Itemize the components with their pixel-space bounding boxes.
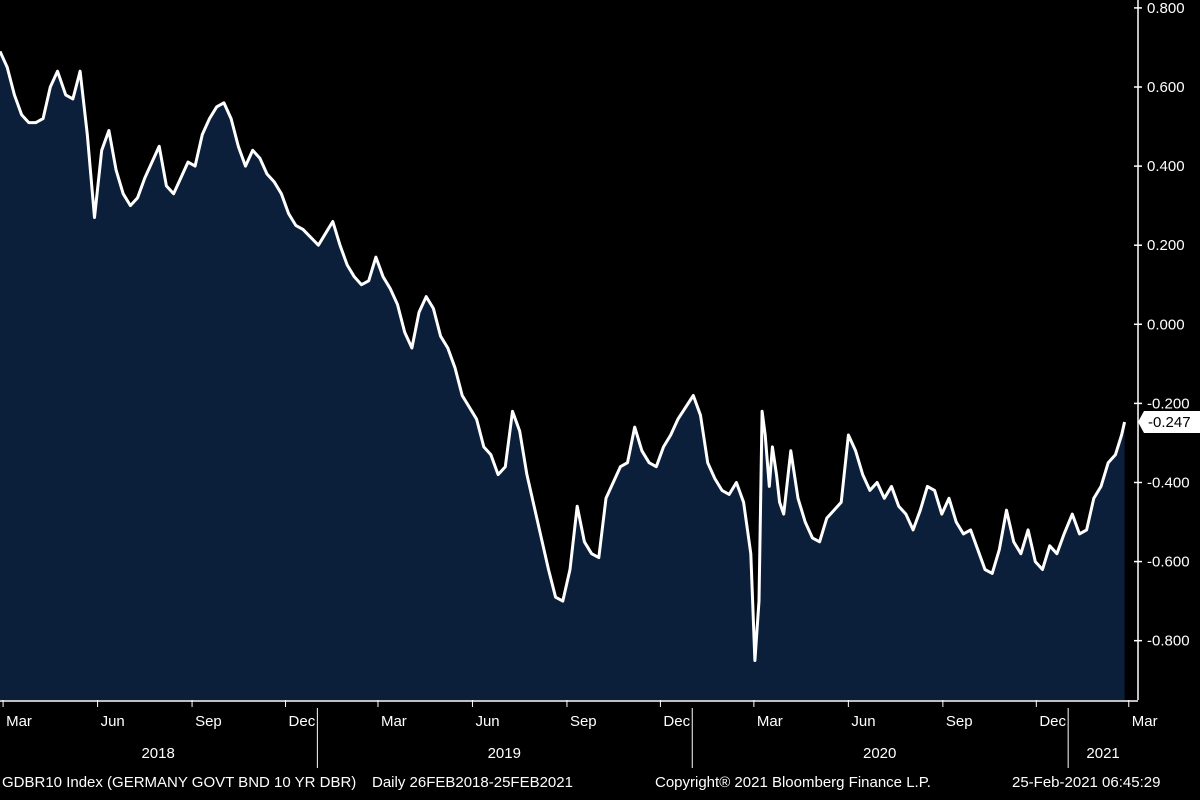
y-tick-label: 0.400 [1147,158,1185,175]
last-value-marker [1138,410,1200,433]
year-label: 2020 [863,745,896,762]
y-tick-label: 0.200 [1147,237,1185,254]
year-label: 2021 [1086,745,1119,762]
x-tick-label: Jun [851,713,875,730]
x-tick-label: Dec [663,713,690,730]
x-tick-label: Jun [101,713,125,730]
footer-timestamp: 25-Feb-2021 06:45:29 [1012,774,1161,791]
year-label: 2019 [488,745,521,762]
series-area [0,51,1125,700]
x-tick-label: Jun [475,713,499,730]
y-tick-label: -0.400 [1147,474,1190,491]
y-tick-label: 0.600 [1147,79,1185,96]
x-tick-label: Mar [1132,713,1158,730]
x-tick-label: Mar [757,713,783,730]
x-tick-label: Dec [1039,713,1066,730]
y-tick-label: 0.000 [1147,316,1185,333]
y-axis: 0.800 0.600 0.400 0.200 0.000 -0.200 -0.400 -0.… [1134,0,1200,700]
series-line [0,50,1127,662]
x-tick-label: Sep [570,713,597,730]
y-tick-label: 0.800 [1147,0,1185,17]
x-tick-label: Mar [381,713,407,730]
footer-copyright: Copyright® 2021 Bloomberg Finance L.P. [655,774,931,791]
plot-area [0,50,1127,700]
x-tick-label: Sep [195,713,222,730]
x-tick-label: Mar [6,713,32,730]
x-tick-label: Sep [946,713,973,730]
y-tick-label: -0.800 [1147,633,1190,650]
footer-ticker: GDBR10 Index (GERMANY GOVT BND 10 YR DBR… [2,774,357,791]
y-tick-label: -0.200 [1147,395,1190,412]
x-tick-label: Dec [289,713,316,730]
year-label: 2018 [141,745,174,762]
footer-range: Daily 26FEB2018-25FEB2021 [372,774,573,791]
last-value-label: -0.247 [1148,414,1191,431]
y-tick-label: -0.600 [1147,554,1190,571]
x-axis: Mar Jun Sep Dec Mar Jun Sep Dec Mar Jun Sep Dec Mar 2… [0,700,1158,768]
footer-bar: GDBR10 Index (GERMANY GOVT BND 10 YR DBR… [0,770,1200,800]
